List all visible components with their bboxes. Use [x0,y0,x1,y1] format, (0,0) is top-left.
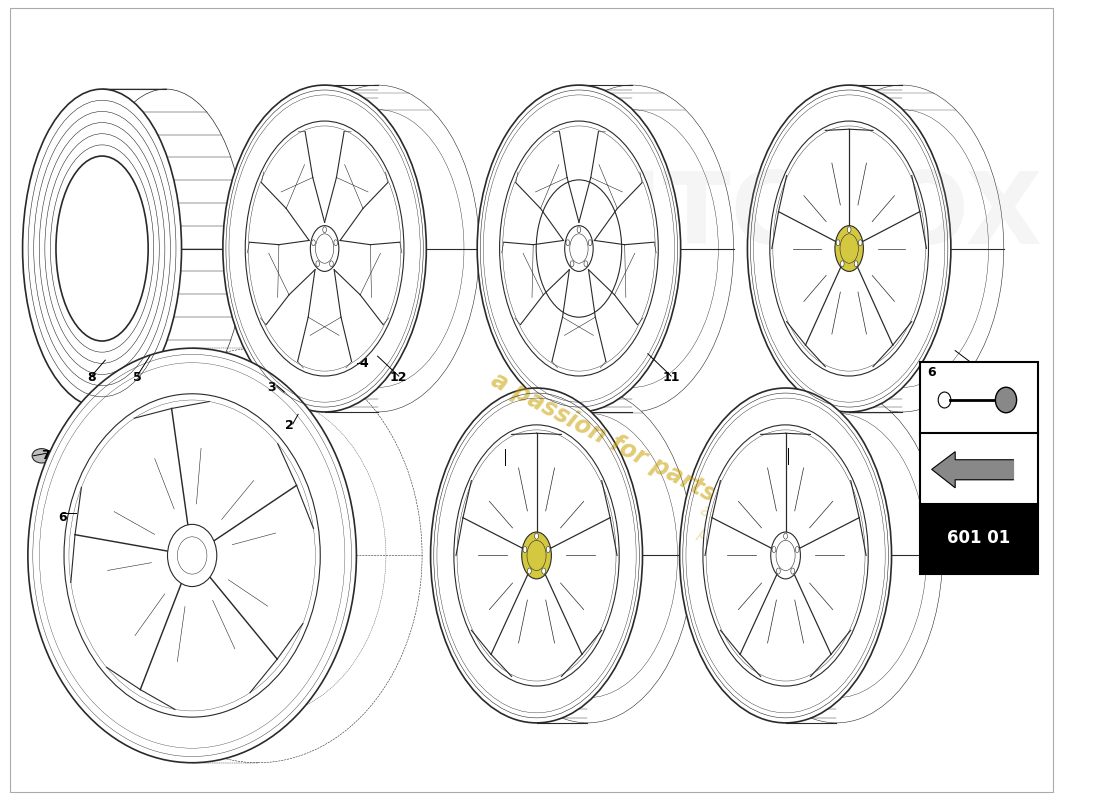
Ellipse shape [430,388,642,723]
Ellipse shape [584,261,587,266]
Text: 1: 1 [500,462,509,474]
Text: 12: 12 [390,371,407,384]
Text: 6: 6 [927,366,936,378]
Ellipse shape [477,85,681,412]
Ellipse shape [276,85,480,412]
Ellipse shape [310,226,339,271]
Ellipse shape [28,348,356,762]
Ellipse shape [836,240,840,246]
Text: AUTOFOX: AUTOFOX [507,168,1043,265]
Ellipse shape [316,261,320,266]
Ellipse shape [783,533,788,539]
Text: 11: 11 [662,371,680,384]
Ellipse shape [847,226,851,233]
Ellipse shape [771,532,801,579]
FancyBboxPatch shape [921,362,1037,434]
Polygon shape [932,452,1013,488]
Text: 3: 3 [267,381,276,394]
Ellipse shape [86,89,245,408]
Text: 10: 10 [980,371,998,384]
Ellipse shape [330,261,333,266]
Ellipse shape [730,388,943,723]
Ellipse shape [522,546,527,553]
Ellipse shape [223,85,427,412]
Ellipse shape [482,388,693,723]
Ellipse shape [772,546,775,553]
Ellipse shape [72,498,118,533]
Ellipse shape [334,240,338,246]
Text: 4: 4 [360,357,368,370]
FancyBboxPatch shape [921,504,1037,574]
Ellipse shape [23,89,182,408]
Text: 601 01: 601 01 [947,529,1010,547]
Ellipse shape [530,85,734,412]
Ellipse shape [801,85,1004,412]
Ellipse shape [996,387,1016,413]
Ellipse shape [795,546,799,553]
Ellipse shape [578,226,581,233]
Ellipse shape [528,568,531,574]
Ellipse shape [855,261,858,266]
Text: 5: 5 [133,371,142,384]
Ellipse shape [167,524,217,586]
Ellipse shape [858,240,862,246]
Text: 8: 8 [87,371,96,384]
Ellipse shape [747,85,950,412]
Ellipse shape [703,425,868,686]
Ellipse shape [345,351,373,380]
Ellipse shape [777,568,780,574]
Ellipse shape [791,568,794,574]
Ellipse shape [564,226,593,271]
Ellipse shape [56,156,148,341]
Text: a passion for parts since: a passion for parts since [486,368,788,543]
Ellipse shape [770,121,928,376]
FancyBboxPatch shape [921,434,1037,506]
Ellipse shape [454,425,619,686]
Ellipse shape [542,568,546,574]
Ellipse shape [94,348,422,762]
Ellipse shape [588,240,592,246]
Text: 2: 2 [285,419,294,432]
Ellipse shape [840,261,844,266]
Ellipse shape [566,240,570,246]
Ellipse shape [547,546,550,553]
Ellipse shape [245,121,404,376]
Ellipse shape [499,121,658,376]
Ellipse shape [322,226,327,233]
Ellipse shape [311,240,316,246]
Text: 7: 7 [42,450,51,462]
Text: a passion for
parts since: a passion for parts since [686,502,800,586]
Ellipse shape [680,388,891,723]
Ellipse shape [521,532,551,579]
Ellipse shape [32,449,52,463]
Ellipse shape [835,226,864,271]
Text: 6: 6 [58,511,67,525]
Ellipse shape [570,261,574,266]
Text: 9: 9 [783,459,792,472]
Ellipse shape [535,533,538,539]
